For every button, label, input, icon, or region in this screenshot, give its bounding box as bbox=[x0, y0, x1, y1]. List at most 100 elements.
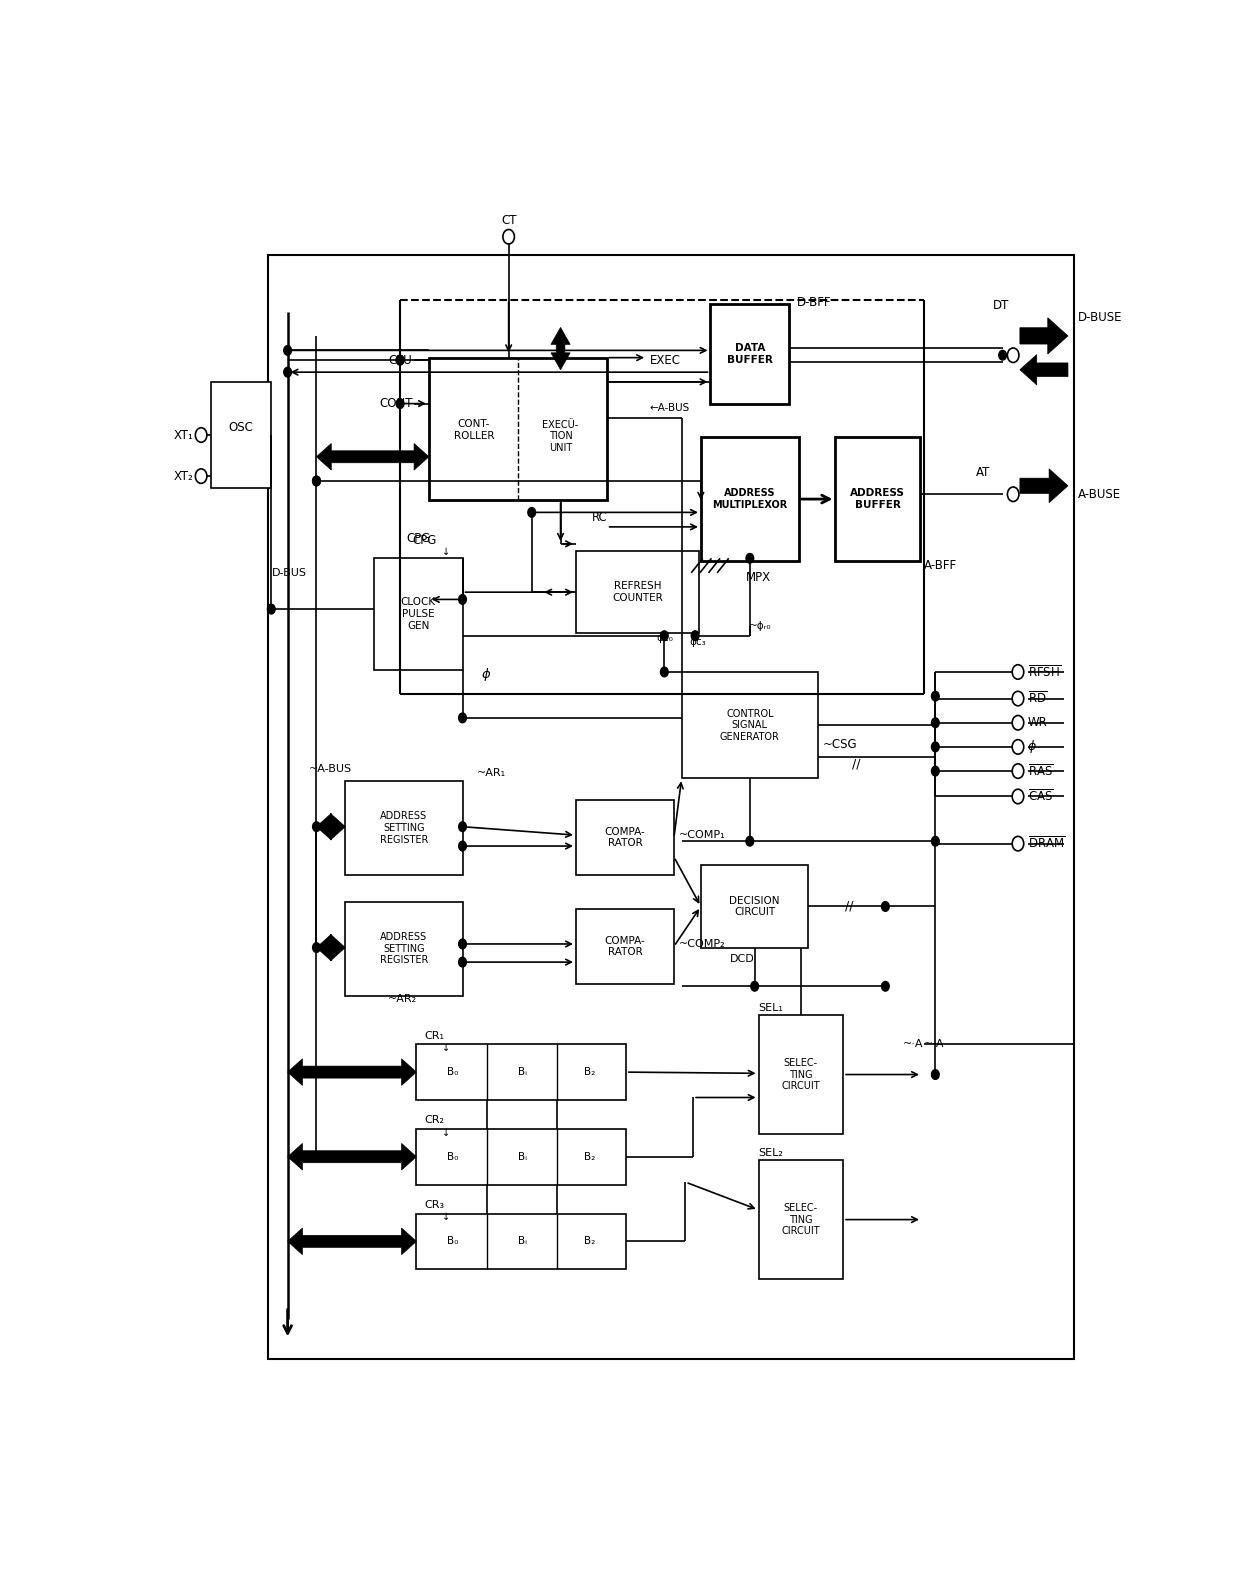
Text: B₂: B₂ bbox=[584, 1236, 595, 1247]
Circle shape bbox=[1012, 765, 1024, 779]
Text: ADDRESS
MULTIPLEXOR: ADDRESS MULTIPLEXOR bbox=[712, 488, 787, 510]
Circle shape bbox=[312, 821, 320, 832]
Polygon shape bbox=[1019, 317, 1068, 353]
Circle shape bbox=[284, 367, 291, 377]
Text: CR₂: CR₂ bbox=[424, 1115, 444, 1126]
Text: ϕ: ϕ bbox=[1028, 741, 1035, 754]
Circle shape bbox=[1012, 716, 1024, 730]
Circle shape bbox=[459, 939, 466, 948]
Circle shape bbox=[746, 554, 754, 564]
Text: REFRESH
COUNTER: REFRESH COUNTER bbox=[613, 581, 663, 603]
Polygon shape bbox=[288, 1058, 417, 1085]
Text: ADDRESS
SETTING
REGISTER: ADDRESS SETTING REGISTER bbox=[379, 933, 428, 966]
Circle shape bbox=[284, 345, 291, 355]
Polygon shape bbox=[316, 813, 345, 840]
Polygon shape bbox=[316, 443, 429, 469]
Text: XT₁: XT₁ bbox=[174, 429, 193, 441]
Circle shape bbox=[459, 713, 466, 722]
Text: ~·A: ~·A bbox=[903, 1039, 924, 1049]
Text: SEL₂: SEL₂ bbox=[759, 1148, 784, 1159]
Text: //: // bbox=[852, 757, 861, 771]
Text: A-BUSE: A-BUSE bbox=[1078, 488, 1121, 501]
FancyBboxPatch shape bbox=[682, 672, 818, 779]
Circle shape bbox=[661, 631, 668, 641]
Circle shape bbox=[691, 631, 699, 641]
Text: ~A-BUS: ~A-BUS bbox=[309, 763, 352, 774]
Text: D-BUS: D-BUS bbox=[273, 568, 308, 578]
Text: CONT-
ROLLER: CONT- ROLLER bbox=[454, 419, 495, 441]
Text: DATA
BUFFER: DATA BUFFER bbox=[727, 344, 773, 364]
Circle shape bbox=[931, 743, 939, 752]
Text: ~COMP₂: ~COMP₂ bbox=[678, 939, 725, 948]
Circle shape bbox=[1012, 739, 1024, 754]
Polygon shape bbox=[551, 328, 570, 371]
Circle shape bbox=[459, 595, 466, 604]
Text: ↓: ↓ bbox=[443, 1127, 450, 1138]
Polygon shape bbox=[1019, 469, 1068, 502]
Text: $\overline{\mathrm{CAS}}$: $\overline{\mathrm{CAS}}$ bbox=[1028, 788, 1053, 804]
FancyBboxPatch shape bbox=[374, 559, 463, 669]
Text: ADDRESS
SETTING
REGISTER: ADDRESS SETTING REGISTER bbox=[379, 812, 428, 845]
Polygon shape bbox=[316, 934, 345, 961]
Circle shape bbox=[746, 837, 754, 846]
FancyBboxPatch shape bbox=[575, 801, 675, 874]
FancyBboxPatch shape bbox=[575, 909, 675, 984]
Text: B₀: B₀ bbox=[448, 1068, 459, 1077]
Circle shape bbox=[931, 691, 939, 700]
FancyBboxPatch shape bbox=[211, 382, 272, 488]
Text: XT₂: XT₂ bbox=[174, 469, 193, 482]
Text: CPG: CPG bbox=[412, 534, 436, 548]
Circle shape bbox=[196, 427, 207, 443]
Circle shape bbox=[312, 476, 320, 485]
Text: SEL₁: SEL₁ bbox=[759, 1003, 784, 1013]
Circle shape bbox=[312, 476, 320, 485]
Circle shape bbox=[397, 355, 404, 364]
Text: EXEC: EXEC bbox=[650, 353, 681, 366]
FancyBboxPatch shape bbox=[345, 780, 463, 874]
Text: B₀: B₀ bbox=[448, 1152, 459, 1162]
FancyBboxPatch shape bbox=[429, 358, 606, 501]
Text: ~AR₂: ~AR₂ bbox=[388, 994, 417, 1005]
Text: ↓: ↓ bbox=[443, 1042, 450, 1053]
Text: B₂: B₂ bbox=[584, 1068, 595, 1077]
Text: AT: AT bbox=[976, 466, 991, 479]
Text: DCD: DCD bbox=[729, 953, 754, 964]
Polygon shape bbox=[288, 1143, 417, 1170]
Text: ~ϕᵣ₀: ~ϕᵣ₀ bbox=[749, 622, 771, 631]
Circle shape bbox=[1007, 487, 1019, 501]
Circle shape bbox=[268, 604, 275, 614]
Text: D-BUSE: D-BUSE bbox=[1078, 311, 1122, 325]
Circle shape bbox=[882, 901, 889, 911]
Circle shape bbox=[931, 837, 939, 846]
Text: SELEC-
TING
CIRCUIT: SELEC- TING CIRCUIT bbox=[781, 1203, 820, 1236]
Text: ~·A: ~·A bbox=[924, 1039, 945, 1049]
Polygon shape bbox=[1019, 355, 1068, 385]
Circle shape bbox=[528, 507, 536, 517]
Text: B₂: B₂ bbox=[584, 1152, 595, 1162]
Text: COMPA-
RATOR: COMPA- RATOR bbox=[605, 936, 645, 958]
Text: $\overline{\mathrm{RFSH}}$: $\overline{\mathrm{RFSH}}$ bbox=[1028, 664, 1060, 680]
Text: Bᵢ: Bᵢ bbox=[517, 1068, 527, 1077]
FancyBboxPatch shape bbox=[759, 1160, 843, 1280]
Circle shape bbox=[931, 1069, 939, 1079]
Circle shape bbox=[931, 717, 939, 727]
FancyBboxPatch shape bbox=[701, 865, 808, 948]
Text: B₀: B₀ bbox=[448, 1236, 459, 1247]
Text: D-BFF: D-BFF bbox=[797, 295, 832, 309]
Circle shape bbox=[397, 355, 404, 364]
Text: CR₁: CR₁ bbox=[424, 1030, 444, 1041]
Circle shape bbox=[998, 350, 1007, 360]
Text: CPU: CPU bbox=[389, 353, 413, 366]
Text: ~CSG: ~CSG bbox=[823, 738, 858, 750]
Text: ~COMP₁: ~COMP₁ bbox=[678, 831, 725, 840]
Circle shape bbox=[1012, 790, 1024, 804]
Circle shape bbox=[312, 942, 320, 953]
Text: SELEC-
TING
CIRCUIT: SELEC- TING CIRCUIT bbox=[781, 1058, 820, 1091]
Text: ADDRESS
BUFFER: ADDRESS BUFFER bbox=[851, 488, 905, 510]
Text: $\overline{\mathrm{RD}}$: $\overline{\mathrm{RD}}$ bbox=[1028, 691, 1047, 706]
Circle shape bbox=[1012, 691, 1024, 706]
Text: //: // bbox=[844, 900, 853, 914]
Circle shape bbox=[503, 229, 515, 243]
Text: RC: RC bbox=[593, 510, 608, 524]
FancyBboxPatch shape bbox=[836, 438, 920, 560]
